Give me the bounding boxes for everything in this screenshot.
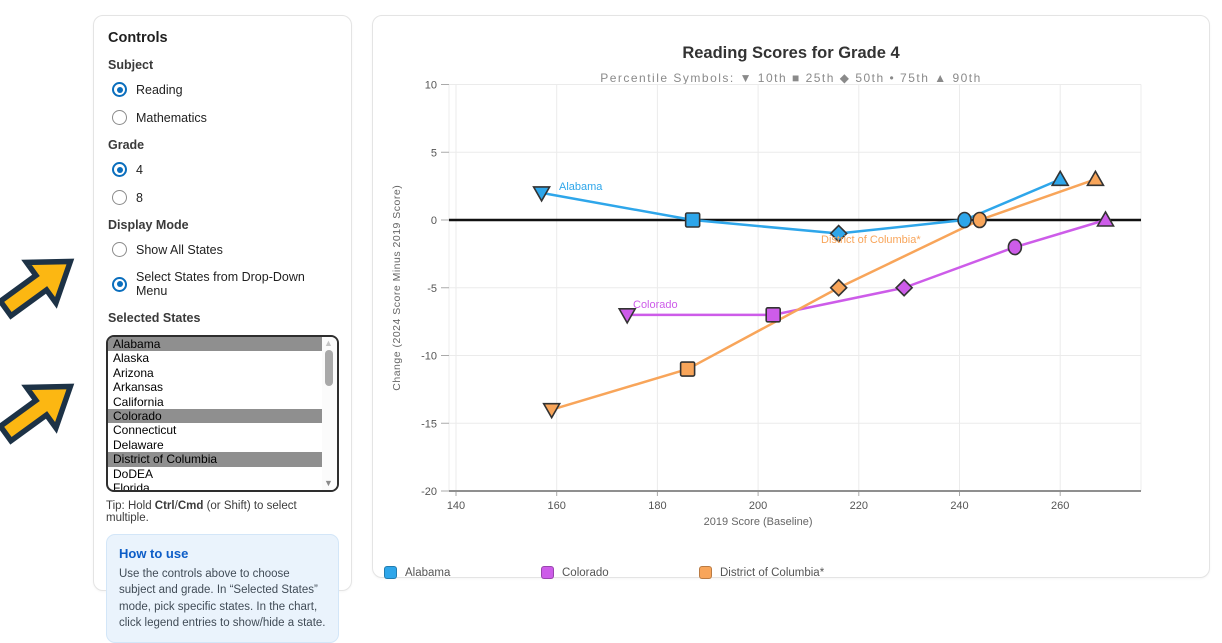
legend-item-alabama[interactable]: Alabama: [384, 566, 450, 579]
series-line-district-of-columbia-: [550, 178, 1097, 411]
data-point-marker-triangle-up[interactable]: [1050, 169, 1070, 187]
legend-label: Alabama: [405, 566, 451, 579]
x-tick-label: 200: [749, 500, 767, 512]
state-list-item[interactable]: DoDEA: [113, 466, 154, 481]
x-tick-label: 160: [548, 500, 566, 512]
y-tick-label: 10: [425, 80, 437, 92]
y-tick-label: 5: [431, 147, 437, 159]
legend-swatch-icon[interactable]: [541, 566, 554, 579]
radio-label: 4: [136, 162, 143, 177]
controls-panel-title: Controls: [108, 30, 168, 46]
legend-label: Colorado: [562, 566, 609, 579]
data-point-marker-diamond[interactable]: [829, 278, 848, 297]
subject-section-label: Subject: [108, 58, 154, 72]
selected-states-label: Selected States: [108, 311, 201, 325]
data-point-marker-square[interactable]: [684, 212, 701, 228]
state-list-item[interactable]: Arkansas: [113, 380, 164, 395]
data-point-marker-square[interactable]: [765, 307, 782, 323]
y-axis-title: Change (2024 Score Minus 2019 Score): [391, 185, 403, 391]
x-axis-title: 2019 Score (Baseline): [704, 516, 813, 528]
x-tick-label: 140: [447, 500, 465, 512]
state-list-item[interactable]: Connecticut: [113, 423, 177, 438]
x-tick-label: 180: [648, 500, 666, 512]
state-list-item[interactable]: Alabama: [108, 337, 337, 352]
legend-swatch-icon[interactable]: [384, 566, 397, 579]
data-point-marker-triangle-up[interactable]: [1086, 169, 1105, 187]
chart-title: Reading Scores for Grade 4: [682, 44, 900, 62]
radio-label: Select States from Drop-Down Menu: [136, 270, 305, 298]
state-list-item[interactable]: Arizona: [113, 365, 154, 380]
x-tick-label: 220: [850, 500, 868, 512]
scrollbar-up-icon[interactable]: ▲: [324, 338, 333, 348]
annotation-arrow-state-list: [0, 383, 75, 445]
grade-section-label: Grade: [108, 138, 145, 152]
data-point-marker-circle[interactable]: [972, 211, 987, 229]
y-tick-label: 0: [431, 215, 437, 227]
legend-label: District of Columbia*: [720, 566, 825, 579]
data-point-marker-diamond[interactable]: [894, 278, 914, 297]
legend-swatch-icon[interactable]: [699, 566, 712, 579]
data-point-marker-square[interactable]: [679, 361, 696, 377]
controls-panel: Controls Subject Reading Mathematics Gra…: [93, 15, 352, 643]
scrollbar-down-icon[interactable]: ▼: [324, 478, 333, 488]
radio-grade-8[interactable]: 8: [112, 190, 339, 205]
radio-icon[interactable]: [112, 82, 127, 97]
listbox-scrollbar[interactable]: ▲ ▼: [322, 337, 337, 490]
y-tick-label: -20: [421, 486, 437, 498]
radio-label: Mathematics: [136, 110, 207, 125]
state-list-item[interactable]: Alaska: [113, 351, 150, 366]
data-point-marker-triangle-down[interactable]: [532, 186, 551, 203]
display-mode-section-label: Display Mode: [108, 218, 189, 232]
data-point-marker-circle[interactable]: [1007, 238, 1023, 256]
how-to-use-body: Use the controls above to choose subject…: [119, 568, 326, 629]
x-tick-label: 240: [950, 500, 968, 512]
state-list-item[interactable]: Colorado: [108, 408, 337, 424]
series-label: District of Columbia*: [821, 234, 921, 246]
radio-label: Reading: [136, 82, 183, 97]
y-tick-label: -5: [427, 283, 437, 295]
radio-icon[interactable]: [112, 242, 127, 257]
state-list-item[interactable]: District of Columbia: [108, 452, 337, 467]
series-label: Colorado: [633, 299, 678, 311]
radio-label: Show All States: [136, 242, 223, 257]
data-point-marker-triangle-up[interactable]: [1096, 210, 1115, 227]
states-listbox[interactable]: Alabama Alaska Arizona Arkansas California Co…: [106, 335, 339, 492]
scrollbar-thumb[interactable]: [325, 350, 333, 386]
radio-select-states-dropdown[interactable]: Select States from Drop-Down Menu: [112, 270, 339, 298]
how-to-use-box: How to use Use the controls above to cho…: [106, 534, 339, 643]
how-to-use-title: How to use: [119, 546, 189, 561]
data-point-marker-circle[interactable]: [957, 211, 972, 229]
radio-subject-mathematics[interactable]: Mathematics: [112, 110, 339, 125]
radio-icon[interactable]: [112, 162, 127, 177]
radio-grade-4[interactable]: 4: [112, 162, 339, 177]
radio-icon[interactable]: [112, 276, 127, 292]
chart-panel: Reading Scores for Grade 4 Percentile Sy…: [372, 15, 1210, 579]
state-list-item[interactable]: Delaware: [113, 437, 164, 452]
state-list-item[interactable]: California: [113, 394, 164, 409]
series-label: Alabama: [559, 181, 603, 193]
multi-select-tip: Tip: Hold Ctrl/Cmd (or Shift) to select …: [106, 500, 297, 524]
radio-show-all-states[interactable]: Show All States: [112, 242, 339, 257]
legend-item-district-of-columbia[interactable]: District of Columbia*: [699, 566, 824, 579]
legend-item-colorado[interactable]: Colorado: [541, 566, 609, 579]
chart-plot-area: 140 160 180 200 220 240 260 10 5 0 -5 -10 -15 -20 2019…: [391, 80, 1142, 528]
data-point-marker-triangle-down[interactable]: [542, 402, 562, 420]
annotation-arrow-display-mode: [0, 258, 75, 320]
data-point-marker-triangle-down[interactable]: [617, 308, 637, 325]
state-list-item[interactable]: Florida: [113, 480, 150, 492]
radio-icon[interactable]: [112, 110, 127, 125]
y-tick-label: -15: [421, 418, 437, 430]
radio-subject-reading[interactable]: Reading: [112, 82, 339, 97]
radio-icon[interactable]: [112, 190, 127, 205]
x-tick-label: 260: [1051, 500, 1069, 512]
radio-label: 8: [136, 190, 143, 205]
chart-percentile-legend: Percentile Symbols: ▼ 10th ■ 25th ◆ 50th…: [600, 71, 982, 85]
y-tick-label: -10: [421, 351, 437, 363]
data-point-marker-diamond[interactable]: [829, 224, 848, 243]
